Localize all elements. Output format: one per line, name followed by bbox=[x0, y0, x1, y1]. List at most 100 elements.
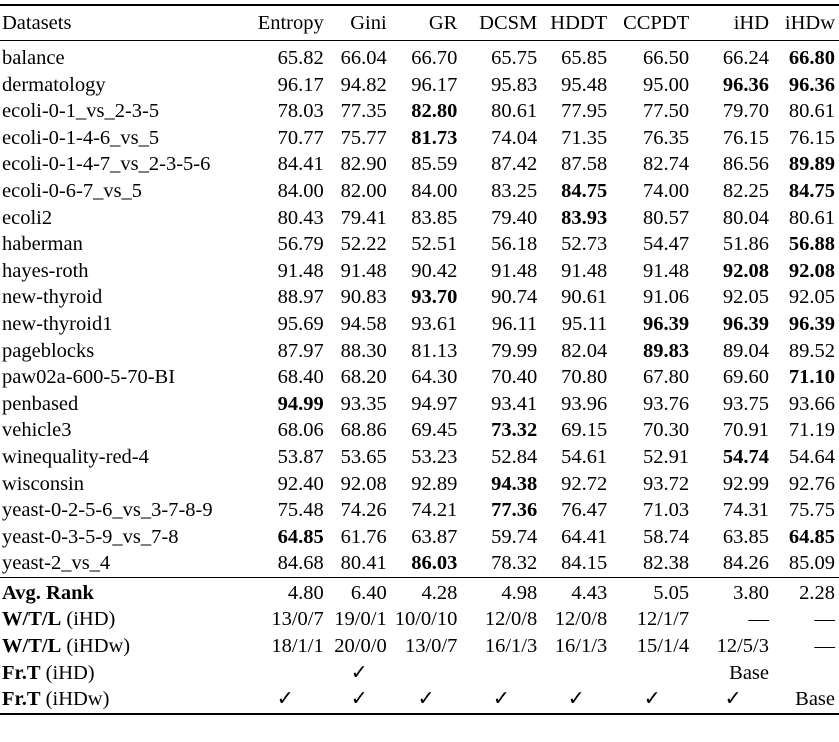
score-cell: 85.59 bbox=[411, 153, 458, 176]
score-cell: 92.05 bbox=[788, 286, 835, 309]
column-header-gini: Gini bbox=[327, 4, 391, 41]
score-cell: 66.04 bbox=[340, 47, 387, 69]
summary-cell: 4.28 bbox=[390, 576, 462, 607]
score-cell: 96.39 bbox=[722, 312, 769, 335]
score-cell: 93.75 bbox=[722, 392, 769, 415]
score-cell: 96.17 bbox=[277, 73, 324, 96]
summary-cell: — bbox=[814, 608, 836, 631]
column-header-hddt: HDDT bbox=[541, 4, 612, 41]
score-cell: 69.45 bbox=[411, 419, 458, 442]
score-cell: 66.50 bbox=[643, 47, 690, 69]
score-cell: 68.40 bbox=[277, 366, 324, 389]
score-cell: 71.19 bbox=[788, 419, 835, 442]
score-cell: 70.30 bbox=[643, 419, 690, 442]
table-row: balance 65.82 66.04 66.70 65.75 65.85 66.50 66.… bbox=[0, 41, 839, 72]
score-cell: 75.77 bbox=[340, 126, 387, 149]
score-cell: 58.74 bbox=[643, 525, 690, 548]
dataset-name: ecoli2 bbox=[2, 206, 53, 229]
score-cell: 91.48 bbox=[277, 259, 324, 282]
score-cell: 91.06 bbox=[643, 286, 690, 309]
score-cell: 74.04 bbox=[491, 126, 538, 149]
summary-label: W/T/L (iHDw) bbox=[0, 633, 243, 660]
score-cell: 89.89 bbox=[788, 153, 835, 176]
score-cell: 82.74 bbox=[643, 153, 690, 176]
score-cell: 68.20 bbox=[340, 366, 387, 389]
score-cell: 52.84 bbox=[491, 445, 538, 468]
table-row: new-thyroid 88.97 90.83 93.70 90.74 90.61 91.0… bbox=[0, 284, 839, 311]
score-cell: 95.83 bbox=[491, 73, 538, 96]
score-cell: 92.08 bbox=[788, 259, 835, 282]
summary-cell: Base bbox=[773, 686, 839, 715]
score-cell: 87.58 bbox=[561, 153, 608, 176]
score-cell: 96.39 bbox=[643, 312, 690, 335]
summary-rows: Avg. Rank 4.80 6.40 4.28 4.98 4.43 5.05 3.80 2.2… bbox=[0, 576, 839, 715]
score-cell: 93.61 bbox=[411, 312, 458, 335]
table-row: ecoli-0-1-4-7_vs_2-3-5-6 84.41 82.90 85.59 8… bbox=[0, 151, 839, 178]
dataset-name: vehicle3 bbox=[2, 419, 72, 442]
score-cell: 92.05 bbox=[722, 286, 769, 309]
score-cell: 70.77 bbox=[277, 126, 324, 149]
dataset-name: ecoli-0-1-4-6_vs_5 bbox=[2, 126, 160, 149]
score-cell: 54.64 bbox=[788, 445, 835, 468]
summary-label-bold: W/T/L bbox=[2, 635, 62, 658]
score-cell: 52.91 bbox=[643, 445, 690, 468]
summary-cell bbox=[461, 660, 541, 687]
score-cell: 85.09 bbox=[788, 552, 835, 575]
score-cell: 79.70 bbox=[722, 100, 769, 123]
table-row: paw02a-600-5-70-BI 68.40 68.20 64.30 70.40 70… bbox=[0, 364, 839, 391]
table-row: yeast-0-2-5-6_vs_3-7-8-9 75.48 74.26 74.21 7… bbox=[0, 497, 839, 524]
score-cell: 86.56 bbox=[722, 153, 769, 176]
score-cell: 83.25 bbox=[491, 179, 538, 202]
score-cell: 61.76 bbox=[340, 525, 387, 548]
score-cell: 87.97 bbox=[277, 339, 324, 362]
score-cell: 88.97 bbox=[277, 286, 324, 309]
table-row: hayes-roth 91.48 91.48 90.42 91.48 91.48 91.48… bbox=[0, 258, 839, 285]
score-cell: 79.99 bbox=[491, 339, 538, 362]
dataset-name: wisconsin bbox=[2, 472, 84, 495]
summary-cell bbox=[611, 660, 693, 687]
summary-cell bbox=[243, 660, 328, 687]
score-cell: 80.61 bbox=[788, 206, 835, 229]
summary-cell: ✓ bbox=[350, 661, 368, 684]
score-cell: 77.35 bbox=[340, 100, 387, 123]
summary-cell: 12/0/8 bbox=[554, 608, 608, 631]
score-cell: 93.76 bbox=[643, 392, 690, 415]
score-cell: 76.15 bbox=[788, 126, 835, 149]
score-cell: 84.00 bbox=[277, 179, 324, 202]
score-cell: 70.40 bbox=[491, 366, 538, 389]
summary-row: Fr.T (iHDw) ✓ ✓ ✓ ✓ ✓ ✓ ✓ Base bbox=[0, 686, 839, 715]
summary-label: Fr.T (iHD) bbox=[0, 660, 243, 687]
score-cell: 84.75 bbox=[561, 179, 608, 202]
summary-cell: 5.05 bbox=[611, 576, 694, 607]
score-cell: 93.66 bbox=[788, 392, 835, 415]
table-row: ecoli-0-6-7_vs_5 84.00 82.00 84.00 83.25 84.7… bbox=[0, 178, 839, 205]
summary-row: W/T/L (iHD) 13/0/7 19/0/1 10/0/10 12/0/8 12/0… bbox=[0, 606, 839, 633]
summary-cell: ✓ bbox=[390, 686, 462, 715]
score-cell: 92.72 bbox=[561, 472, 608, 495]
dataset-name: pageblocks bbox=[2, 339, 95, 362]
summary-cell: ✓ bbox=[611, 686, 694, 715]
summary-label-rest: (iHDw) bbox=[40, 688, 110, 711]
score-cell: 80.61 bbox=[788, 100, 835, 123]
score-cell: 92.08 bbox=[722, 259, 769, 282]
score-cell: 75.75 bbox=[788, 499, 835, 522]
score-cell: 91.48 bbox=[491, 259, 538, 282]
summary-cell: — bbox=[814, 635, 836, 658]
score-cell: 90.42 bbox=[411, 259, 458, 282]
score-cell: 92.89 bbox=[411, 472, 458, 495]
dataset-name: yeast-2_vs_4 bbox=[2, 552, 111, 575]
score-cell: 66.24 bbox=[722, 47, 769, 69]
score-cell: 73.32 bbox=[491, 419, 538, 442]
summary-cell: 10/0/10 bbox=[394, 608, 458, 631]
score-cell: 68.86 bbox=[340, 419, 387, 442]
summary-cell: 13/0/7 bbox=[271, 608, 324, 631]
summary-row: Fr.T (iHD) ✓ Base bbox=[0, 660, 839, 687]
dataset-name: new-thyroid1 bbox=[2, 312, 113, 335]
summary-label: Fr.T (iHDw) bbox=[0, 686, 243, 715]
score-cell: 69.60 bbox=[722, 366, 769, 389]
score-cell: 79.41 bbox=[340, 206, 387, 229]
table-row: haberman 56.79 52.22 52.51 56.18 52.73 54.47 51… bbox=[0, 231, 839, 258]
score-cell: 87.42 bbox=[491, 153, 538, 176]
summary-cell: 20/0/0 bbox=[334, 635, 387, 658]
